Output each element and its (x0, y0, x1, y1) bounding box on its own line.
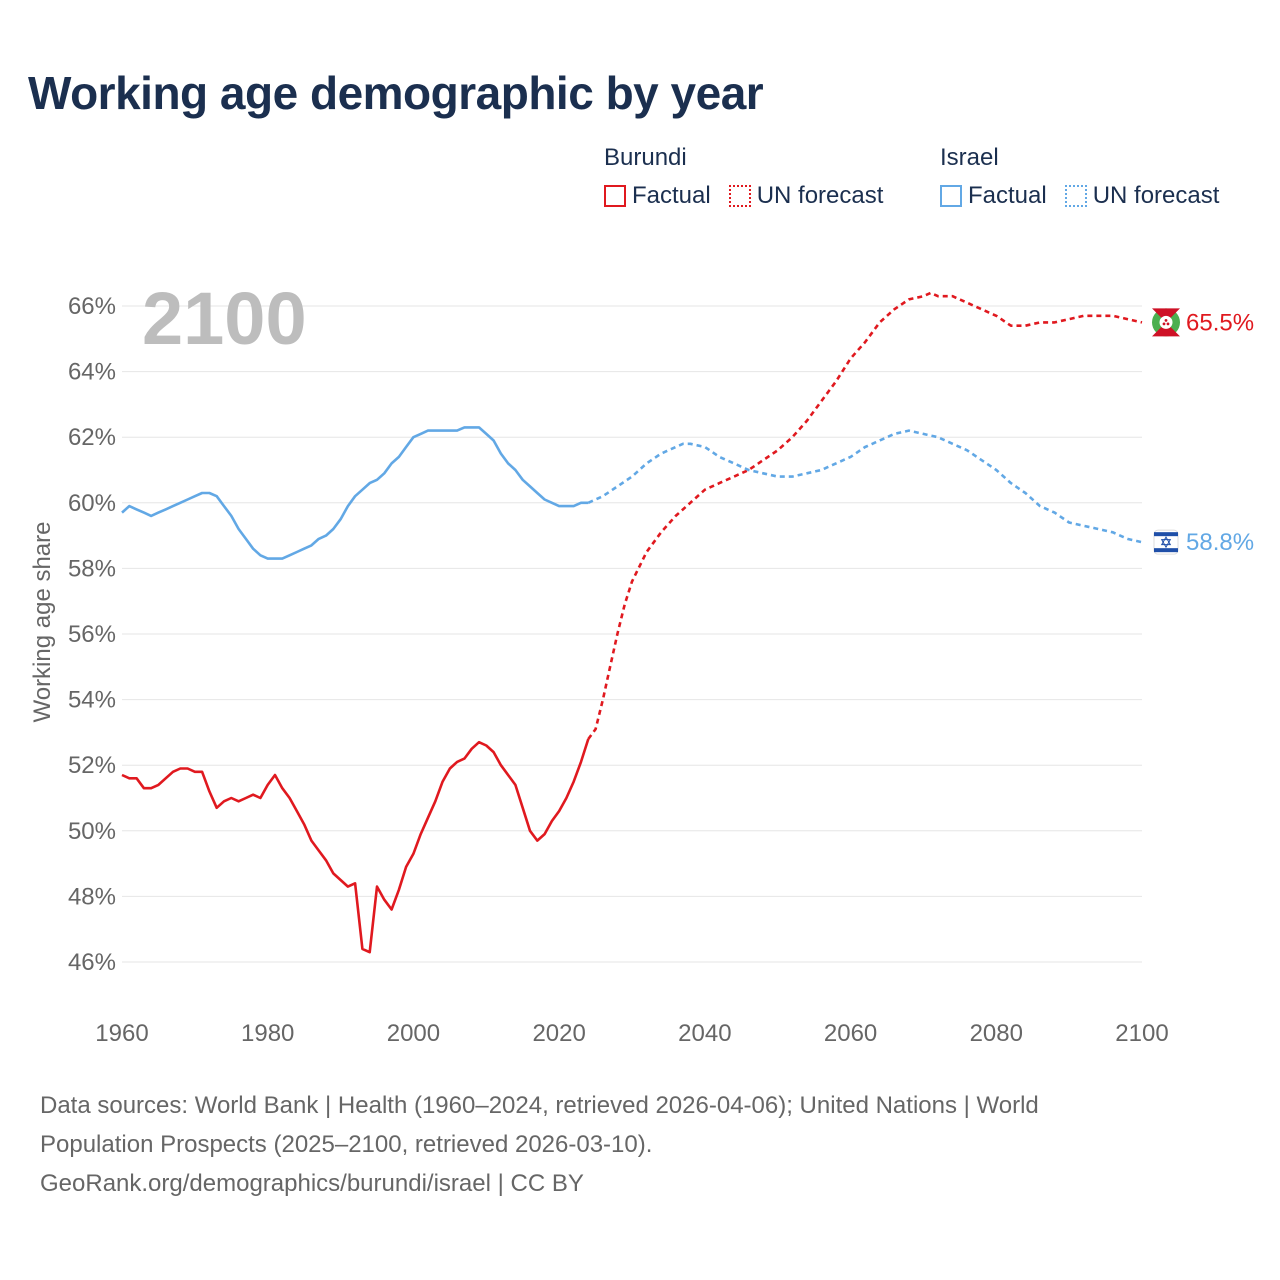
flag-israel-stripe-bottom (1154, 548, 1178, 553)
y-tick-label: 62% (68, 424, 116, 451)
series-line-israel-factual (121, 426, 589, 560)
legend-swatch-solid-icon (604, 185, 626, 207)
legend-group-burundi: Burundi Factual UN forecast (604, 144, 901, 210)
sources-line-2: Population Prospects (2025–2100, retriev… (40, 1131, 653, 1158)
y-tick-label: 58% (68, 555, 116, 582)
flag-burundi-star (1162, 322, 1166, 326)
legend-label: Factual (632, 182, 711, 209)
x-tick-label: 2060 (824, 1020, 877, 1047)
y-axis-label: Working age share (29, 522, 56, 723)
credit-line: GeoRank.org/demographics/burundi/israel … (40, 1170, 584, 1197)
footer: Data sources: World Bank | Health (1960–… (40, 1086, 1220, 1203)
legend-label: UN forecast (1092, 182, 1220, 209)
y-tick-label: 60% (68, 490, 116, 517)
flag-israel-icon (1153, 529, 1179, 555)
flag-burundi-star (1166, 322, 1170, 326)
y-tick-label: 46% (68, 949, 116, 976)
y-tick-label: 54% (68, 687, 116, 714)
flag-burundi-disc (1159, 315, 1173, 329)
x-tick-label: 2000 (387, 1020, 440, 1047)
x-tick-label: 1960 (95, 1020, 148, 1047)
x-tick-label: 2040 (678, 1020, 731, 1047)
y-tick-label: 66% (68, 293, 116, 320)
year-watermark: 2100 (142, 277, 307, 360)
legend-label: UN forecast (756, 182, 884, 209)
legend-group-israel: Israel Factual UN forecast (940, 144, 1219, 210)
sources-line-1: Data sources: World Bank | Health (1960–… (40, 1092, 1039, 1119)
series-line-burundi-factual (121, 738, 590, 954)
end-value-label-burundi: 65.5% (1186, 309, 1254, 336)
legend-item-israel-factual[interactable]: Factual (940, 182, 1047, 210)
legend-item-israel-forecast[interactable]: UN forecast (1064, 182, 1220, 210)
flag-burundi-red-top (1152, 308, 1180, 323)
legend-swatch-dotted-icon (728, 185, 751, 207)
y-tick-label: 52% (68, 752, 116, 779)
series-line-burundi-forecast (587, 291, 1143, 740)
chart-title: Working age demographic by year (28, 67, 764, 119)
legend-item-burundi-forecast[interactable]: UN forecast (728, 182, 884, 210)
x-tick-label: 2100 (1115, 1020, 1168, 1047)
y-tick-label: 50% (68, 818, 116, 845)
legend-swatch-solid-icon (940, 185, 962, 207)
legend-swatch-dotted-icon (1064, 185, 1087, 207)
y-tick-label: 64% (68, 359, 116, 386)
legend-group-name: Burundi (604, 144, 687, 171)
legend-group-name: Israel (940, 144, 999, 171)
x-tick-label: 1980 (241, 1020, 294, 1047)
series-line-israel-forecast (587, 429, 1143, 544)
flag-israel-star-up (1160, 536, 1172, 546)
flag-burundi-icon (1152, 308, 1180, 337)
flag-israel-star-down (1160, 539, 1172, 549)
flag-burundi-red-bottom (1152, 322, 1180, 337)
end-value-label-israel: 58.8% (1186, 529, 1254, 556)
flag-burundi-star (1164, 319, 1168, 322)
y-tick-label: 56% (68, 621, 116, 648)
x-tick-label: 2020 (532, 1020, 585, 1047)
legend-label: Factual (968, 182, 1047, 209)
flag-israel-stripe-top (1154, 532, 1178, 537)
x-tick-label: 2080 (970, 1020, 1023, 1047)
y-tick-label: 48% (68, 883, 116, 910)
legend-item-burundi-factual[interactable]: Factual (604, 182, 711, 210)
